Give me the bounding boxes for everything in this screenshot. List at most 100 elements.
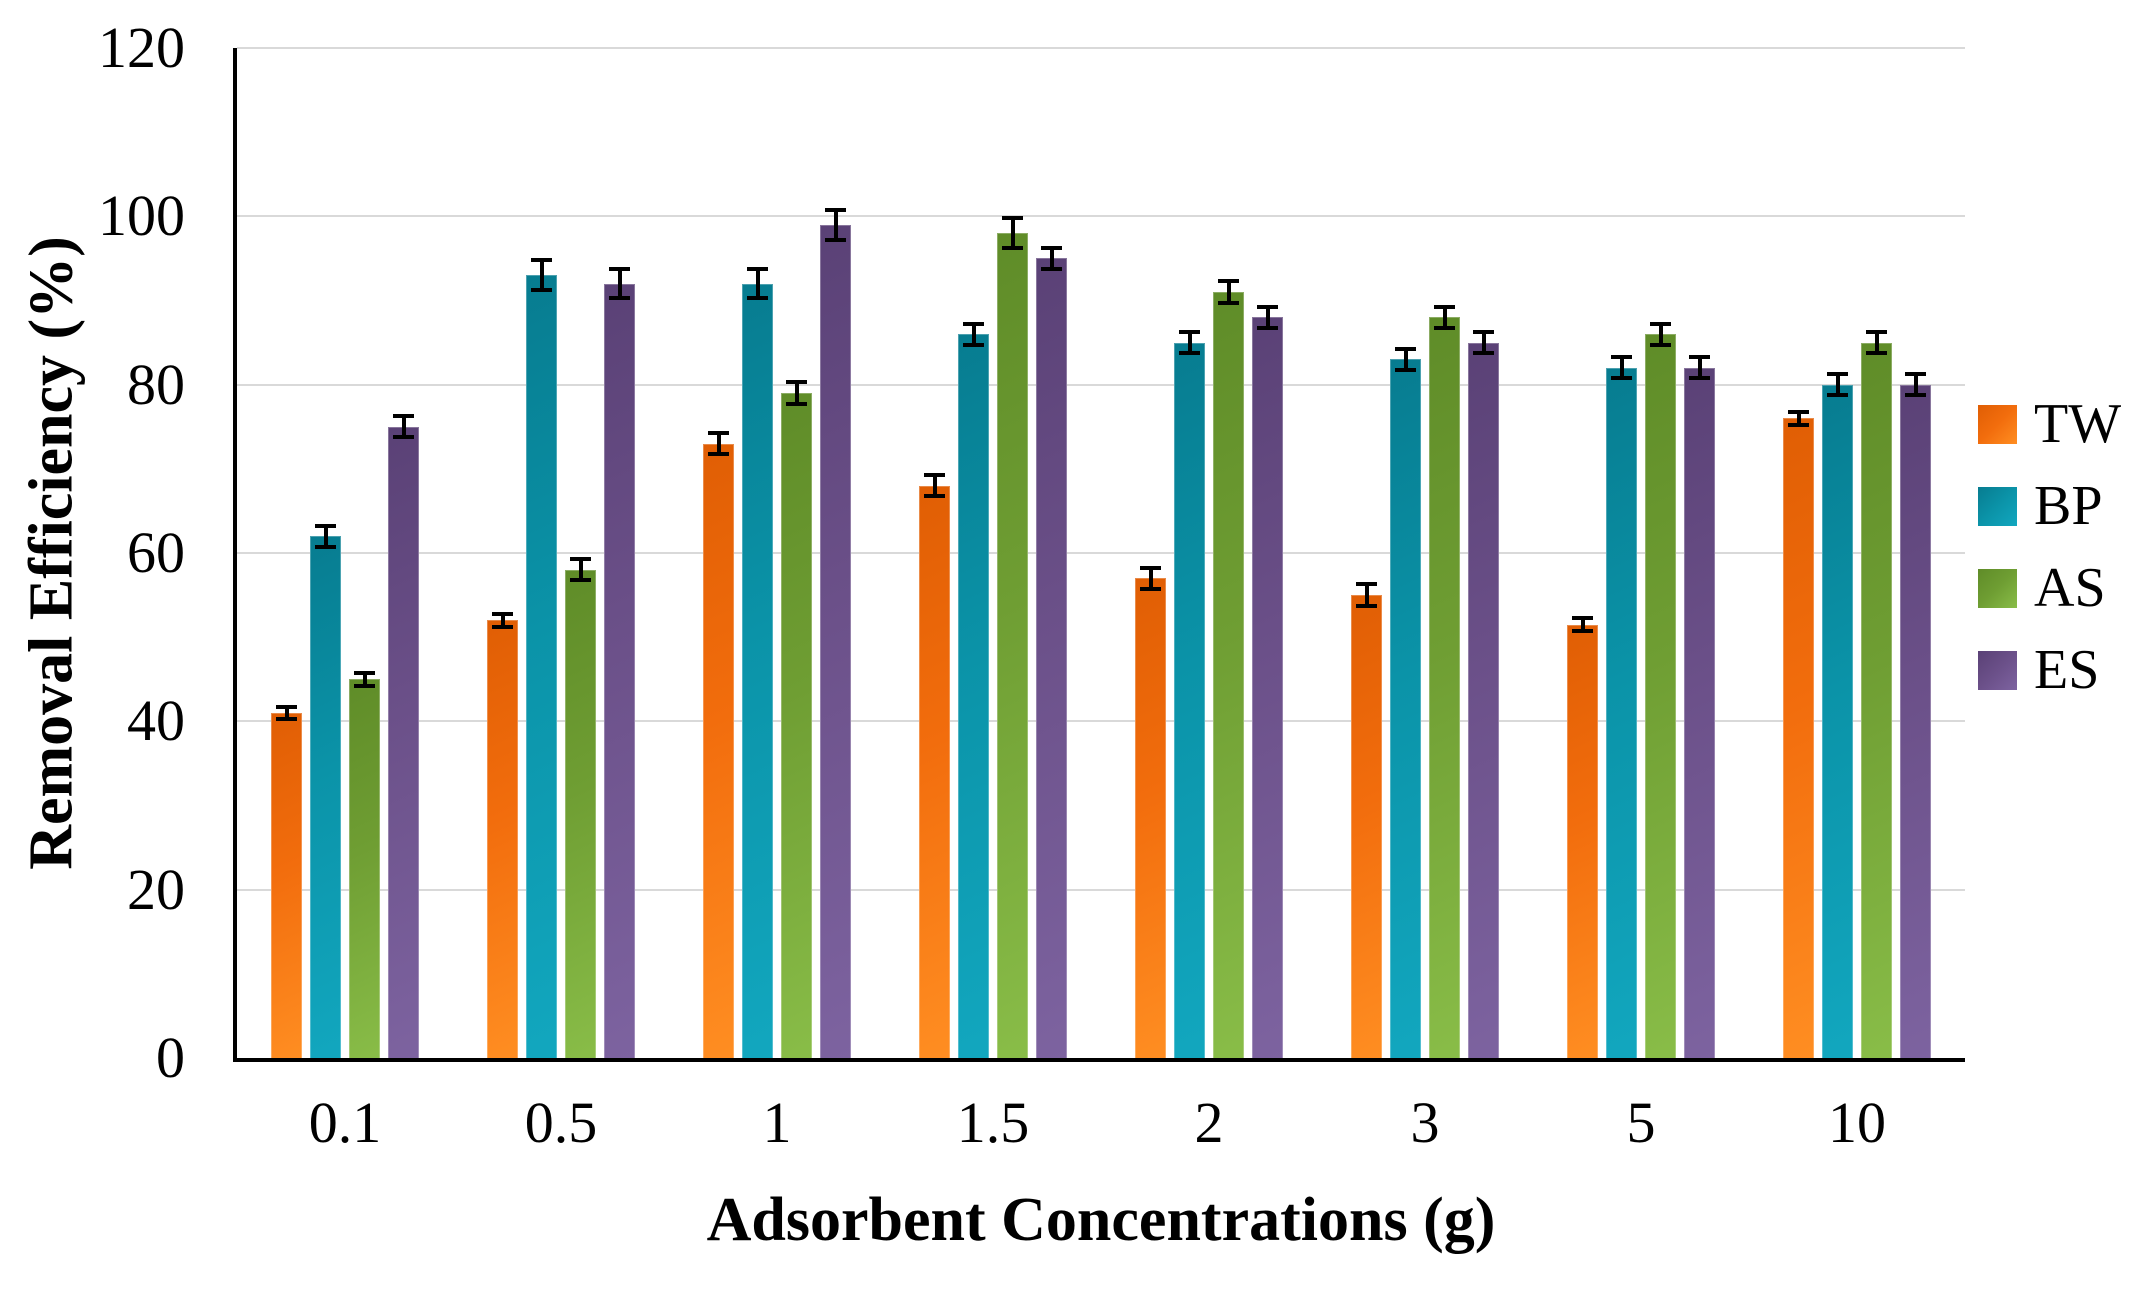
errorbar-cap-top (1827, 372, 1848, 377)
errorbar-cap-top (1689, 355, 1710, 360)
bar-BP-0.5 (526, 275, 557, 1060)
legend-swatch-BP (1978, 487, 2017, 526)
errorbar-cap-bottom (492, 624, 513, 629)
errorbar-whisker (284, 704, 289, 722)
gridline (237, 215, 1965, 218)
errorbar-AS-1 (786, 380, 807, 406)
errorbar-whisker (833, 207, 838, 242)
errorbar-ES-3 (1473, 329, 1494, 356)
legend-label-TW: TW (2034, 393, 2122, 455)
bar-ES-0.1 (388, 426, 419, 1060)
y-tick-label: 60 (127, 520, 185, 585)
bar-TW-1 (703, 443, 734, 1060)
errorbar-cap-bottom (1905, 393, 1926, 398)
errorbar-cap-top (1140, 565, 1161, 570)
errorbar-AS-0.1 (354, 670, 375, 688)
errorbar-TW-10 (1788, 409, 1809, 427)
bar-AS-10 (1861, 342, 1892, 1060)
errorbar-cap-bottom (1689, 376, 1710, 381)
errorbar-TW-1.5 (924, 473, 945, 499)
errorbar-cap-top (570, 557, 591, 562)
errorbar-cap-bottom (354, 683, 375, 688)
errorbar-cap-top (1356, 582, 1377, 587)
errorbar-whisker (362, 670, 367, 688)
legend-swatch-TW (1978, 405, 2017, 444)
errorbar-whisker (1481, 329, 1486, 356)
errorbar-whisker (401, 414, 406, 440)
y-axis-line (233, 48, 237, 1062)
bar-TW-5 (1567, 624, 1598, 1060)
errorbar-whisker (1364, 582, 1369, 608)
errorbar-ES-10 (1905, 372, 1926, 398)
legend-label-ES: ES (2034, 639, 2100, 701)
bar-AS-2 (1213, 292, 1244, 1060)
errorbar-BP-2 (1179, 329, 1200, 356)
errorbar-cap-top (924, 473, 945, 478)
bar-BP-3 (1390, 359, 1421, 1060)
errorbar-cap-bottom (1572, 628, 1593, 633)
errorbar-cap-top (1611, 355, 1632, 360)
errorbar-cap-top (1002, 216, 1023, 221)
errorbar-cap-top (1650, 321, 1671, 326)
errorbar-cap-top (825, 207, 846, 212)
bar-ES-0.5 (604, 283, 635, 1060)
errorbar-cap-bottom (1650, 342, 1671, 347)
legend-label-BP: BP (2034, 475, 2103, 537)
errorbar-TW-3 (1356, 582, 1377, 608)
errorbar-cap-top (354, 670, 375, 675)
errorbar-cap-bottom (1395, 368, 1416, 373)
errorbar-whisker (1403, 346, 1408, 373)
errorbar-cap-bottom (1140, 586, 1161, 591)
errorbar-cap-top (963, 321, 984, 326)
errorbar-cap-bottom (531, 288, 552, 293)
errorbar-cap-top (276, 704, 297, 709)
bar-ES-1 (820, 224, 851, 1060)
errorbar-cap-bottom (1827, 393, 1848, 398)
errorbar-cap-bottom (1257, 325, 1278, 330)
bar-BP-2 (1174, 342, 1205, 1060)
errorbar-cap-bottom (1473, 351, 1494, 356)
errorbar-cap-bottom (1179, 351, 1200, 356)
errorbar-whisker (617, 266, 622, 301)
errorbar-AS-5 (1650, 321, 1671, 347)
errorbar-whisker (539, 258, 544, 293)
bar-BP-1 (742, 283, 773, 1060)
errorbar-cap-top (1572, 616, 1593, 621)
bar-AS-3 (1429, 317, 1460, 1060)
bar-AS-1.5 (997, 233, 1028, 1060)
errorbar-cap-bottom (1041, 267, 1062, 272)
x-tick-label: 3 (1410, 1090, 1440, 1155)
errorbar-cap-bottom (1218, 300, 1239, 305)
bar-AS-5 (1645, 334, 1676, 1060)
errorbar-cap-bottom (1002, 245, 1023, 250)
errorbar-whisker (1658, 321, 1663, 347)
errorbar-whisker (1442, 304, 1447, 330)
legend-label-AS: AS (2034, 557, 2106, 619)
bar-ES-2 (1252, 317, 1283, 1060)
errorbar-AS-2 (1218, 279, 1239, 305)
y-tick-label: 100 (98, 183, 185, 249)
legend-item-ES: ES (1978, 640, 2137, 700)
errorbar-whisker (1619, 355, 1624, 381)
errorbar-cap-top (1218, 279, 1239, 284)
x-tick-label: 10 (1828, 1090, 1886, 1155)
errorbar-cap-top (1905, 372, 1926, 377)
errorbar-whisker (578, 557, 583, 583)
errorbar-cap-top (786, 380, 807, 385)
errorbar-BP-1.5 (963, 321, 984, 347)
errorbar-ES-1 (825, 207, 846, 242)
errorbar-whisker (1049, 245, 1054, 272)
errorbar-cap-bottom (570, 578, 591, 583)
errorbar-ES-0.5 (609, 266, 630, 301)
errorbar-ES-2 (1257, 304, 1278, 330)
errorbar-cap-bottom (1434, 325, 1455, 330)
bar-ES-1.5 (1036, 258, 1067, 1060)
errorbar-AS-3 (1434, 304, 1455, 330)
errorbar-cap-bottom (1788, 422, 1809, 427)
errorbar-whisker (1913, 372, 1918, 398)
errorbar-cap-bottom (1356, 603, 1377, 608)
errorbar-whisker (1580, 616, 1585, 633)
errorbar-whisker (1010, 216, 1015, 250)
errorbar-whisker (755, 266, 760, 301)
